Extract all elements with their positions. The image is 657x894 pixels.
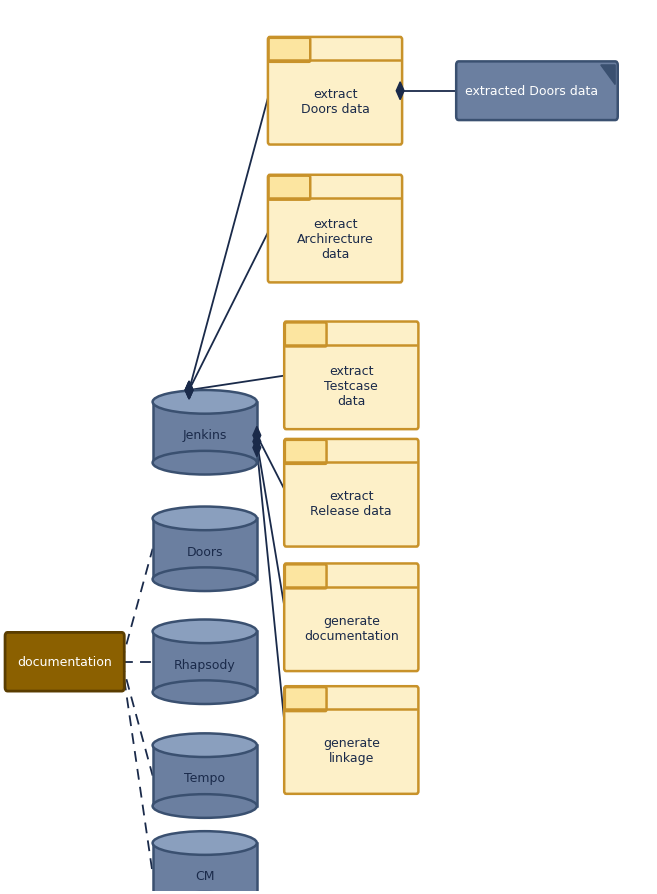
Polygon shape xyxy=(600,66,615,86)
FancyBboxPatch shape xyxy=(269,176,310,200)
Ellipse shape xyxy=(152,733,257,757)
FancyBboxPatch shape xyxy=(284,322,419,430)
FancyBboxPatch shape xyxy=(285,441,327,464)
Text: Rhapsody: Rhapsody xyxy=(174,658,236,670)
Ellipse shape xyxy=(152,831,257,855)
Text: extract
Testcase
data: extract Testcase data xyxy=(325,365,378,408)
FancyBboxPatch shape xyxy=(284,687,419,794)
Polygon shape xyxy=(396,83,404,100)
Polygon shape xyxy=(253,439,261,457)
Text: CM: CM xyxy=(195,869,214,882)
Polygon shape xyxy=(185,382,193,400)
Bar xyxy=(152,632,257,692)
Text: extract
Doors data: extract Doors data xyxy=(300,88,369,116)
Ellipse shape xyxy=(152,892,257,894)
Text: Doors: Doors xyxy=(187,545,223,558)
FancyBboxPatch shape xyxy=(268,38,402,146)
FancyBboxPatch shape xyxy=(284,440,419,547)
Text: extract
Archirecture
data: extract Archirecture data xyxy=(297,218,373,261)
Ellipse shape xyxy=(152,391,257,414)
Bar xyxy=(152,746,257,806)
Ellipse shape xyxy=(152,680,257,704)
Ellipse shape xyxy=(152,507,257,531)
FancyBboxPatch shape xyxy=(268,175,402,283)
FancyBboxPatch shape xyxy=(456,63,618,121)
Ellipse shape xyxy=(152,620,257,644)
Text: Jenkins: Jenkins xyxy=(183,428,227,442)
Ellipse shape xyxy=(152,451,257,475)
Text: Tempo: Tempo xyxy=(184,772,225,785)
Bar xyxy=(152,843,257,894)
FancyBboxPatch shape xyxy=(269,38,310,63)
FancyBboxPatch shape xyxy=(285,565,327,589)
Polygon shape xyxy=(185,382,193,400)
Text: extract
Release data: extract Release data xyxy=(311,489,392,518)
Ellipse shape xyxy=(152,794,257,818)
FancyBboxPatch shape xyxy=(285,687,327,712)
Text: extracted Doors data: extracted Doors data xyxy=(465,85,599,98)
Text: documentation: documentation xyxy=(17,655,112,669)
Text: generate
documentation: generate documentation xyxy=(304,614,399,642)
Ellipse shape xyxy=(152,568,257,591)
Bar xyxy=(152,402,257,463)
FancyBboxPatch shape xyxy=(5,633,124,691)
Polygon shape xyxy=(253,427,261,444)
Polygon shape xyxy=(185,382,193,400)
FancyBboxPatch shape xyxy=(285,323,327,347)
Text: generate
linkage: generate linkage xyxy=(323,737,380,764)
Polygon shape xyxy=(253,433,261,451)
Bar xyxy=(152,519,257,579)
FancyBboxPatch shape xyxy=(284,564,419,671)
